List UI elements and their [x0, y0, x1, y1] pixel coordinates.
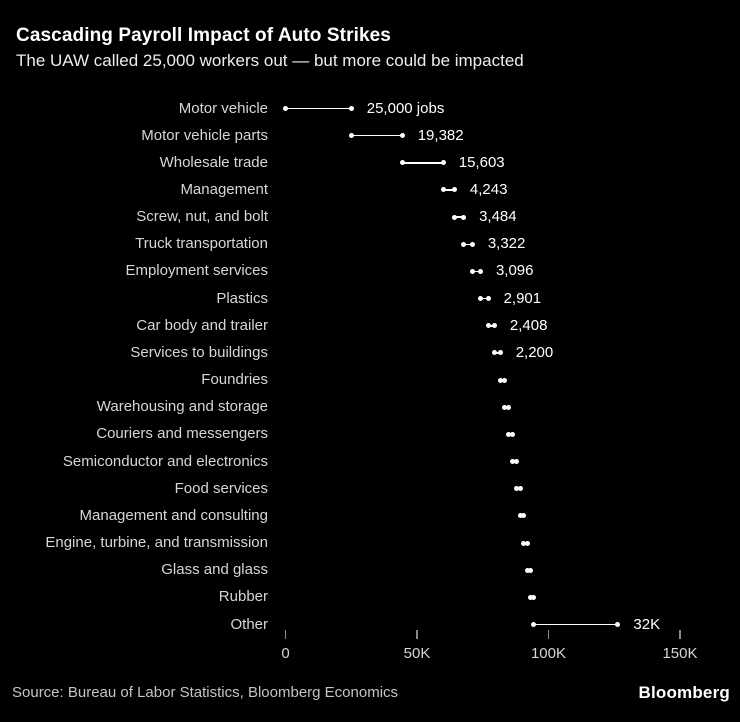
segment-start-dot [497, 377, 503, 383]
category-label: Car body and trailer [136, 316, 268, 334]
category-label: Wholesale trade [159, 153, 268, 171]
axis-tick-mark [547, 630, 550, 639]
category-label: Motor vehicle parts [141, 126, 268, 144]
segment-line [533, 623, 618, 626]
segment-end-dot [521, 513, 527, 519]
segment-line [351, 134, 403, 137]
axis-tick-mark [416, 630, 418, 639]
axis-tick-mark [679, 630, 681, 639]
axis-tick-label: 50K [403, 645, 431, 662]
segment-end-dot [348, 106, 354, 111]
value-label: 4,243 [469, 180, 508, 198]
category-label: Screw, nut, and bolt [136, 208, 268, 226]
segment-start-dot [440, 187, 446, 193]
value-label: 15,603 [458, 153, 505, 171]
category-label: Other [230, 615, 268, 633]
segment-end-dot [528, 567, 534, 573]
segment-line [488, 324, 495, 327]
source-note: Source: Bureau of Labor Statistics, Bloo… [12, 684, 399, 701]
category-label: Truck transportation [135, 235, 268, 253]
value-label: 32K [633, 615, 661, 633]
segment-start-dot [502, 404, 508, 410]
segment-start-dot [451, 214, 457, 220]
segment-line [463, 243, 473, 246]
category-label: Motor vehicle [178, 99, 268, 117]
axis-tick-label: 150K [662, 645, 698, 662]
segment-start-dot [531, 622, 537, 628]
value-label: 25,000 jobs [366, 99, 445, 117]
segment-end-dot [517, 486, 523, 492]
segment-start-dot [491, 350, 497, 356]
value-label: 2,408 [509, 316, 548, 334]
category-label: Engine, turbine, and transmission [45, 534, 268, 552]
category-label: Management [180, 180, 268, 198]
category-label: Glass and glass [161, 561, 268, 579]
segment-start-dot [514, 486, 520, 492]
segment-start-dot [506, 431, 512, 437]
category-label: Rubber [218, 588, 268, 606]
category-label: Food services [174, 479, 268, 497]
category-label: Services to buildings [130, 343, 268, 361]
segment-start-dot [469, 268, 475, 274]
value-label: 2,200 [515, 343, 554, 361]
segment-end-dot [461, 214, 467, 220]
segment-start-dot [521, 540, 527, 546]
segment-line [402, 162, 444, 164]
segment-start-dot [461, 241, 467, 247]
category-label: Semiconductor and electronics [62, 452, 268, 470]
segment-line [443, 189, 455, 191]
segment-start-dot [524, 567, 530, 573]
segment-end-dot [615, 622, 621, 628]
segment-end-dot [399, 133, 405, 139]
segment-start-dot [348, 133, 354, 139]
segment-line [480, 297, 489, 300]
segment-start-dot [528, 594, 534, 600]
segment-end-dot [440, 160, 446, 166]
segment-start-dot [283, 106, 288, 111]
chart-subtitle: The UAW called 25,000 workers out — but … [16, 51, 524, 70]
category-label: Warehousing and storage [96, 398, 268, 416]
segment-end-dot [514, 459, 520, 465]
category-label: Foundries [201, 371, 268, 389]
segment-start-dot [510, 459, 516, 465]
value-label: 3,484 [479, 208, 517, 226]
value-label: 3,096 [495, 262, 534, 280]
value-label: 19,382 [417, 126, 464, 144]
axis-tick-mark [284, 630, 287, 639]
segment-line [494, 352, 501, 354]
segment-line [285, 107, 352, 110]
axis-tick-label: 0 [281, 645, 290, 662]
category-label: Employment services [125, 262, 268, 280]
chart-title: Cascading Payroll Impact of Auto Strikes [16, 25, 391, 46]
segment-start-dot [485, 323, 491, 329]
segment-end-dot [469, 241, 475, 247]
axis-tick-label: 100K [530, 645, 567, 662]
value-label: 2,901 [503, 289, 542, 307]
segment-start-dot [517, 513, 523, 519]
segment-end-dot [506, 404, 512, 410]
segment-line [454, 216, 464, 218]
segment-start-dot [477, 296, 483, 302]
segment-end-dot [502, 377, 508, 383]
category-label: Management and consulting [79, 506, 268, 524]
segment-end-dot [531, 594, 537, 600]
category-label: Couriers and messengers [96, 425, 268, 443]
segment-start-dot [399, 160, 405, 166]
segment-end-dot [485, 296, 491, 302]
segment-end-dot [524, 540, 530, 546]
segment-end-dot [451, 187, 457, 193]
segment-end-dot [477, 268, 483, 274]
value-label: 3,322 [487, 235, 526, 253]
bloomberg-logo: Bloomberg [638, 683, 730, 702]
segment-end-dot [497, 350, 503, 356]
segment-end-dot [491, 323, 497, 329]
category-label: Plastics [216, 289, 268, 307]
segment-end-dot [510, 431, 516, 437]
segment-line [472, 270, 481, 273]
